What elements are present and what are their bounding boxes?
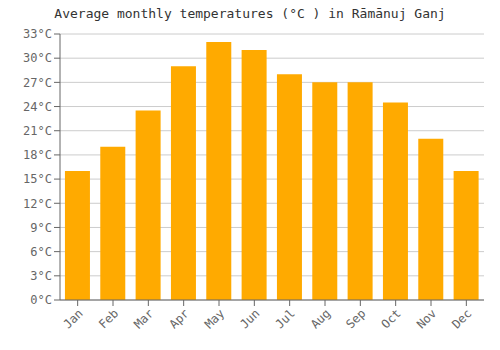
svg-text:Aug: Aug [308, 306, 333, 331]
svg-text:Dec: Dec [449, 306, 474, 331]
svg-text:18°C: 18°C [23, 148, 52, 162]
svg-text:21°C: 21°C [23, 124, 52, 138]
svg-text:33°C: 33°C [23, 28, 52, 41]
svg-text:Jan: Jan [61, 306, 86, 331]
svg-text:Nov: Nov [414, 306, 439, 331]
svg-text:Mar: Mar [131, 306, 156, 331]
svg-text:3°C: 3°C [30, 269, 52, 283]
svg-text:30°C: 30°C [23, 51, 52, 65]
svg-text:Oct: Oct [379, 306, 404, 331]
svg-text:May: May [202, 306, 227, 331]
svg-text:Sep: Sep [343, 306, 368, 331]
svg-text:0°C: 0°C [30, 293, 52, 307]
html-text:Average monthly temperatures (: Average monthly temperatures (°C ) in Rā… [54, 6, 446, 21]
svg-text:12°C: 12°C [23, 197, 52, 211]
svg-text:6°C: 6°C [30, 245, 52, 259]
svg-text:Feb: Feb [96, 306, 121, 331]
svg-text:15°C: 15°C [23, 172, 52, 186]
svg-text:Jul: Jul [273, 306, 298, 331]
svg-text:24°C: 24°C [23, 100, 52, 114]
svg-text:Apr: Apr [167, 306, 192, 331]
svg-text:9°C: 9°C [30, 221, 52, 235]
svg-text:Jun: Jun [237, 306, 262, 331]
svg-text:27°C: 27°C [23, 76, 52, 90]
